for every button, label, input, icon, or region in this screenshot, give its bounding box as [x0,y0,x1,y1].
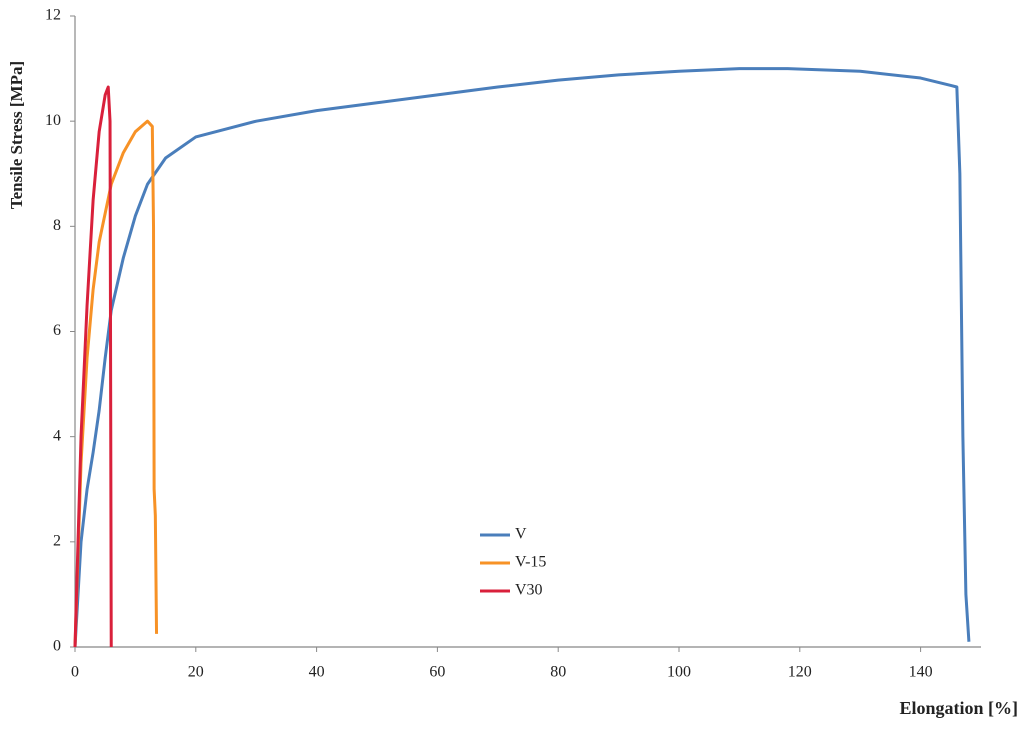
y-tick-label: 8 [53,217,61,234]
x-tick-label: 60 [429,664,445,681]
legend-label: V-15 [515,554,546,571]
x-tick-label: 120 [788,664,812,681]
x-axis-label: Elongation [%] [899,698,1018,718]
y-tick-label: 2 [53,533,61,550]
x-tick-label: 20 [188,664,204,681]
y-tick-label: 12 [45,7,61,24]
x-tick-label: 80 [550,664,566,681]
line-series [73,85,113,648]
x-tick-label: 100 [667,664,691,681]
line-series [73,67,971,648]
line-series [73,119,159,648]
x-tick-label: 140 [909,664,933,681]
x-tick-label: 40 [309,664,325,681]
y-tick-label: 0 [53,638,61,655]
y-tick-label: 4 [53,427,61,444]
legend-label: V30 [515,582,543,599]
y-tick-label: 10 [45,112,61,129]
y-tick-label: 6 [53,322,61,339]
x-tick-label: 0 [71,664,79,681]
y-axis-label: Tensile Stress [MPa] [7,61,26,209]
legend-label: V [515,526,527,543]
